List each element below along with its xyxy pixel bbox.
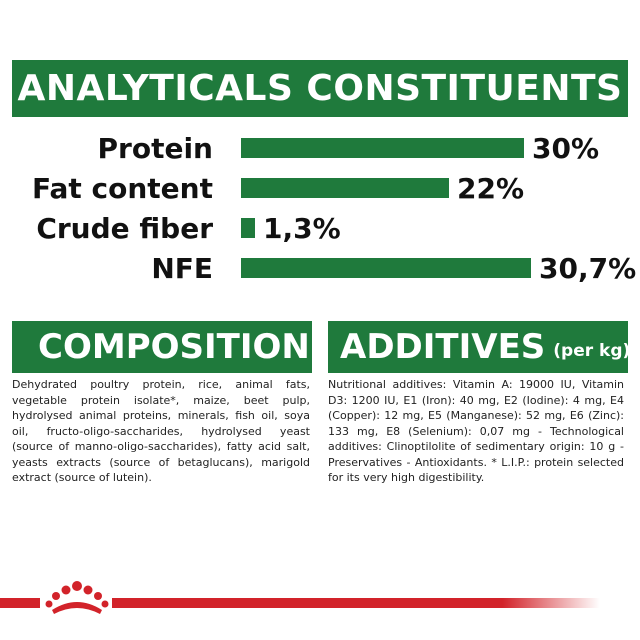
constituent-bar [241, 138, 524, 158]
constituent-bar [241, 218, 255, 238]
constituent-label: Crude fiber [36, 212, 213, 245]
royal-crown-icon [45, 581, 109, 614]
constituent-value: 22% [457, 172, 525, 205]
composition-text: Dehydrated poultry protein, rice, animal… [12, 378, 310, 484]
additives-text: Nutritional additives: Vitamin A: 19000 … [328, 378, 624, 484]
constituent-bar [241, 258, 531, 278]
constituent-label: Protein [97, 132, 213, 165]
composition-banner: COMPOSITION [12, 321, 312, 373]
constituent-value: 30,7% [539, 252, 637, 285]
constituent-value: 1,3% [263, 212, 341, 245]
additives-banner: ADDITIVES (per kg) [328, 321, 631, 373]
footer-line-right [112, 598, 600, 608]
constituent-label: Fat content [32, 172, 213, 205]
additives-heading: ADDITIVES [340, 327, 546, 367]
composition-heading: COMPOSITION [38, 327, 310, 367]
footer-line-left [0, 598, 40, 608]
page-title: ANALYTICALS CONSTITUENTS [17, 68, 623, 109]
constituent-value: 30% [532, 132, 600, 165]
title-banner: ANALYTICALS CONSTITUENTS [12, 60, 628, 117]
additives-heading-unit: (per kg) [553, 341, 631, 361]
constituent-bar [241, 178, 449, 198]
constituent-label: NFE [151, 252, 213, 285]
